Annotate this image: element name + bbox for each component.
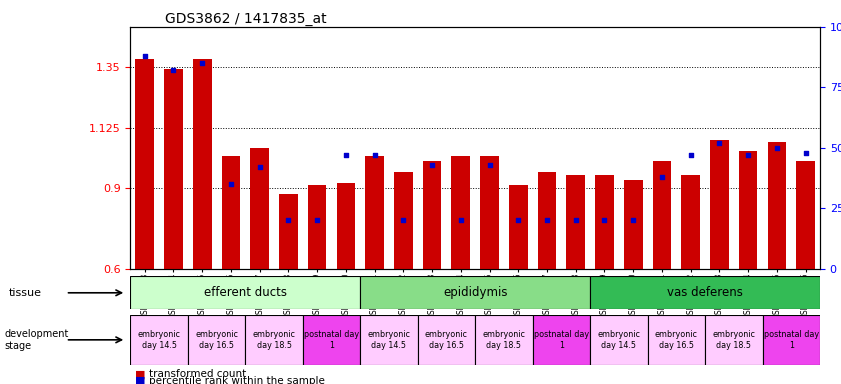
Point bbox=[426, 162, 439, 168]
Bar bbox=[475, 315, 532, 365]
Text: embryonic
day 14.5: embryonic day 14.5 bbox=[138, 330, 181, 349]
Text: epididymis: epididymis bbox=[443, 286, 507, 299]
Bar bbox=[130, 276, 360, 309]
Bar bbox=[796, 161, 815, 269]
Bar bbox=[537, 172, 557, 269]
Text: transformed count: transformed count bbox=[149, 369, 246, 379]
Bar bbox=[251, 148, 269, 269]
Text: embryonic
day 16.5: embryonic day 16.5 bbox=[655, 330, 698, 349]
Point bbox=[282, 217, 295, 223]
Bar bbox=[710, 140, 729, 269]
Text: embryonic
day 14.5: embryonic day 14.5 bbox=[597, 330, 640, 349]
Point bbox=[655, 174, 669, 180]
Text: development
stage: development stage bbox=[4, 329, 69, 351]
Point bbox=[339, 152, 352, 158]
Bar bbox=[418, 315, 475, 365]
Bar bbox=[246, 315, 303, 365]
Bar bbox=[279, 194, 298, 269]
Point bbox=[310, 217, 324, 223]
Bar bbox=[590, 315, 648, 365]
Bar bbox=[164, 69, 182, 269]
Point bbox=[598, 217, 611, 223]
Bar bbox=[423, 161, 442, 269]
Text: tissue: tissue bbox=[8, 288, 41, 298]
Bar bbox=[648, 315, 705, 365]
Bar bbox=[303, 315, 360, 365]
Bar bbox=[130, 315, 188, 365]
Text: percentile rank within the sample: percentile rank within the sample bbox=[149, 376, 325, 384]
Bar bbox=[188, 315, 246, 365]
Text: vas deferens: vas deferens bbox=[667, 286, 743, 299]
Bar bbox=[768, 142, 786, 269]
Bar bbox=[452, 156, 470, 269]
Point bbox=[368, 152, 381, 158]
Bar bbox=[193, 59, 212, 269]
Bar bbox=[394, 172, 413, 269]
Point bbox=[684, 152, 697, 158]
Bar bbox=[763, 315, 820, 365]
Point bbox=[483, 162, 496, 168]
Point bbox=[253, 164, 267, 170]
Text: embryonic
day 18.5: embryonic day 18.5 bbox=[483, 330, 526, 349]
Bar bbox=[221, 156, 241, 269]
Bar bbox=[509, 185, 527, 269]
Text: ■: ■ bbox=[135, 376, 145, 384]
Text: postnatal day
1: postnatal day 1 bbox=[304, 330, 359, 349]
Text: embryonic
day 14.5: embryonic day 14.5 bbox=[368, 330, 410, 349]
Bar bbox=[595, 175, 614, 269]
Point bbox=[397, 217, 410, 223]
Text: embryonic
day 18.5: embryonic day 18.5 bbox=[252, 330, 295, 349]
Point bbox=[195, 60, 209, 66]
Bar bbox=[365, 156, 384, 269]
Point bbox=[454, 217, 468, 223]
Point bbox=[712, 140, 726, 146]
Bar bbox=[336, 183, 355, 269]
Bar bbox=[480, 156, 499, 269]
Point bbox=[770, 145, 784, 151]
Bar bbox=[624, 180, 643, 269]
Text: embryonic
day 16.5: embryonic day 16.5 bbox=[195, 330, 238, 349]
Bar bbox=[360, 276, 590, 309]
Bar bbox=[653, 161, 671, 269]
Text: postnatal day
1: postnatal day 1 bbox=[534, 330, 589, 349]
Bar bbox=[532, 315, 590, 365]
Text: GDS3862 / 1417835_at: GDS3862 / 1417835_at bbox=[165, 12, 326, 26]
Point bbox=[138, 53, 151, 59]
Bar bbox=[738, 151, 758, 269]
Text: postnatal day
1: postnatal day 1 bbox=[764, 330, 819, 349]
Point bbox=[569, 217, 583, 223]
Bar bbox=[705, 315, 763, 365]
Point bbox=[799, 150, 812, 156]
Bar bbox=[308, 185, 326, 269]
Point bbox=[540, 217, 553, 223]
Point bbox=[167, 67, 180, 73]
Bar bbox=[566, 175, 585, 269]
Bar bbox=[590, 276, 820, 309]
Bar bbox=[360, 315, 418, 365]
Point bbox=[225, 181, 238, 187]
Text: embryonic
day 16.5: embryonic day 16.5 bbox=[425, 330, 468, 349]
Text: efferent ducts: efferent ducts bbox=[204, 286, 287, 299]
Point bbox=[742, 152, 755, 158]
Text: ■: ■ bbox=[135, 369, 145, 379]
Point bbox=[627, 217, 640, 223]
Point bbox=[511, 217, 525, 223]
Text: embryonic
day 18.5: embryonic day 18.5 bbox=[712, 330, 755, 349]
Bar bbox=[681, 175, 700, 269]
Bar bbox=[135, 59, 154, 269]
